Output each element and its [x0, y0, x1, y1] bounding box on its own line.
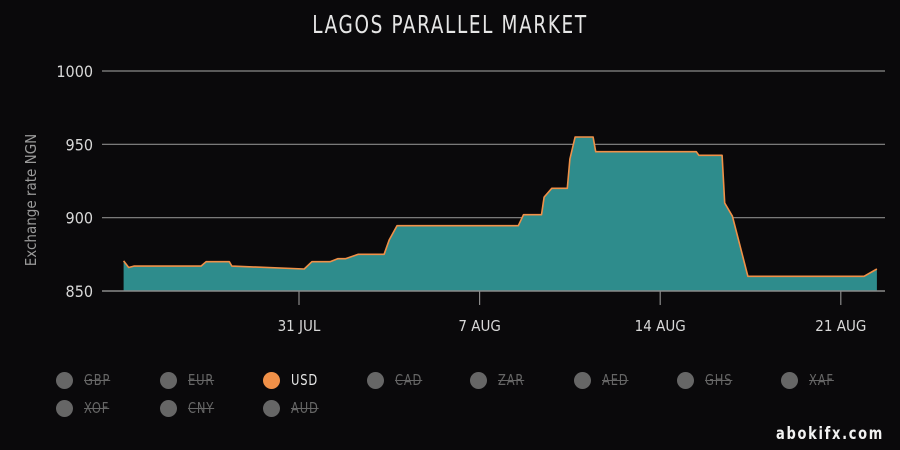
- x-tick-label: 14 AUG: [635, 317, 686, 335]
- x-tick-label: 21 AUG: [815, 317, 866, 335]
- chart-title: LAGOS PARALLEL MARKET: [312, 10, 588, 39]
- usd-area-fill[interactable]: [123, 137, 877, 291]
- legend-dot-icon: [263, 399, 280, 417]
- legend-item-xof[interactable]: XOF: [56, 399, 160, 417]
- legend-label: AUD: [291, 399, 319, 417]
- legend-dot-icon: [366, 371, 384, 389]
- y-gridlines: [102, 70, 885, 219]
- legend-dot-icon: [470, 371, 487, 389]
- y-tick-label: 1000: [56, 62, 93, 81]
- legend-item-xaf[interactable]: XAF: [780, 371, 885, 389]
- legend-item-gbp[interactable]: GBP: [56, 371, 160, 389]
- legend-label: EUR: [187, 371, 214, 389]
- legend-item-zar[interactable]: ZAR: [470, 371, 574, 389]
- legend-row: XOF CNY AUD: [56, 394, 886, 422]
- x-axis-ticks: 31 JUL 7 AUG 14 AUG 21 AUG: [278, 291, 866, 335]
- legend-dot-icon: [263, 371, 280, 389]
- exchange-rate-chart: 850 900 950 1000 Exchange rate NGN 31 JUL 7 …: [22, 62, 885, 335]
- legend-dot-icon: [56, 399, 73, 417]
- y-axis-title: Exchange rate NGN: [22, 134, 40, 267]
- legend-dot-icon: [573, 371, 591, 389]
- y-tick-label: 850: [66, 282, 93, 301]
- legend-label: USD: [291, 371, 319, 389]
- legend-item-ghs[interactable]: GHS: [677, 371, 781, 389]
- y-tick-label: 950: [66, 135, 93, 154]
- legend-label: GBP: [84, 371, 111, 389]
- y-axis-labels: 850 900 950 1000: [56, 62, 93, 301]
- legend-dot-icon: [159, 399, 177, 417]
- legend-label: GHS: [705, 371, 733, 389]
- legend-label: CAD: [394, 371, 422, 389]
- legend-row: GBP EUR USD CAD ZAR AED GHS XAF: [56, 366, 886, 394]
- legend-item-cad[interactable]: CAD: [366, 371, 471, 389]
- legend-dot-icon: [677, 371, 694, 389]
- x-tick-label: 7 AUG: [458, 317, 500, 335]
- legend-item-usd[interactable]: USD: [263, 371, 367, 389]
- legend-label: XAF: [808, 371, 834, 389]
- legend-item-aed[interactable]: AED: [573, 371, 678, 389]
- legend-item-aud[interactable]: AUD: [263, 399, 367, 417]
- watermark-brand: abokifx.com: [776, 424, 884, 444]
- legend-label: CNY: [187, 399, 214, 417]
- legend-dot-icon: [780, 371, 798, 389]
- legend-label: XOF: [84, 399, 110, 417]
- legend-dot-icon: [56, 371, 73, 389]
- usd-line[interactable]: [122, 136, 878, 278]
- currency-legend: GBP EUR USD CAD ZAR AED GHS XAF XOF CNY AUD: [56, 366, 886, 422]
- legend-item-eur[interactable]: EUR: [159, 371, 264, 389]
- legend-dot-icon: [159, 371, 177, 389]
- legend-label: AED: [601, 371, 628, 389]
- y-tick-label: 900: [66, 209, 93, 228]
- legend-label: ZAR: [498, 371, 525, 389]
- legend-item-cny[interactable]: CNY: [159, 399, 264, 417]
- x-tick-label: 31 JUL: [278, 317, 321, 335]
